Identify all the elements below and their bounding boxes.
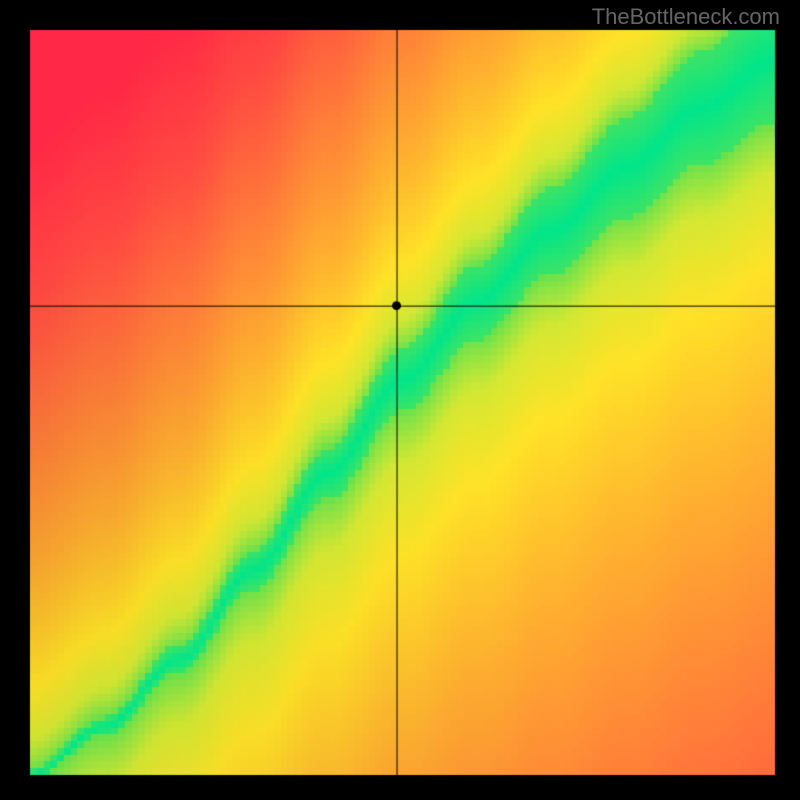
bottleneck-heatmap-canvas bbox=[0, 0, 800, 800]
watermark-text: TheBottleneck.com bbox=[592, 4, 780, 30]
chart-container: TheBottleneck.com bbox=[0, 0, 800, 800]
